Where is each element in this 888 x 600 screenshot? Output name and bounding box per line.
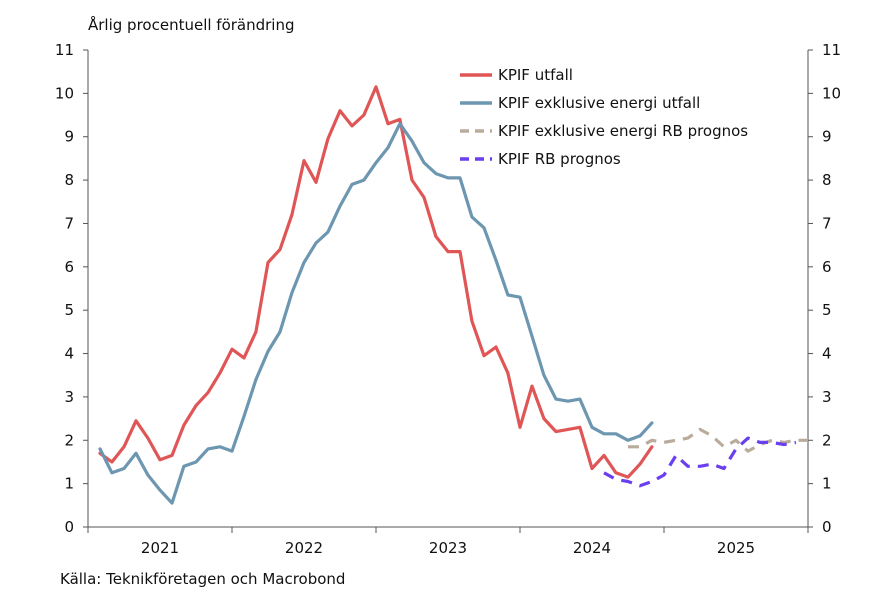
series-line-2 (98, 122, 654, 505)
y-tick-left-label: 6 (64, 258, 74, 276)
y-tick-right-label: 6 (822, 258, 832, 276)
series-lines (98, 85, 808, 505)
y-tick-left-label: 10 (55, 84, 74, 102)
legend: KPIF utfall KPIF exklusive energi utfall K… (460, 66, 748, 168)
y-tick-right-label: 1 (822, 475, 832, 493)
x-tick-label: 2023 (429, 539, 467, 557)
y-tick-right-label: 7 (822, 214, 832, 232)
y-tick-left-label: 0 (64, 518, 74, 536)
y-tick-right-label: 2 (822, 431, 832, 449)
y-tick-left-label: 8 (64, 171, 74, 189)
y-tick-right-label: 11 (822, 41, 841, 59)
y-tick-right-label: 10 (822, 84, 841, 102)
y-tick-right-label: 0 (822, 518, 832, 536)
y-tick-left-label: 2 (64, 431, 74, 449)
series-line-1 (98, 85, 654, 479)
legend-label-3: KPIF exklusive energi RB prognos (498, 122, 748, 140)
x-tick-label: 2025 (717, 539, 755, 557)
y-tick-right-label: 8 (822, 171, 832, 189)
x-tick-label: 2021 (141, 539, 179, 557)
x-tick-label: 2024 (573, 539, 611, 557)
y-tick-left-label: 4 (64, 345, 74, 363)
legend-label-2: KPIF exklusive energi utfall (498, 94, 700, 112)
y-tick-left-label: 9 (64, 128, 74, 146)
source-note: Källa: Teknikföretagen och Macrobond (60, 570, 345, 588)
y-tick-left-label: 5 (64, 301, 74, 319)
y-tick-left-label: 3 (64, 388, 74, 406)
legend-label-4: KPIF RB prognos (498, 150, 621, 168)
series-line-3 (628, 427, 808, 453)
x-tick-label: 2022 (285, 539, 323, 557)
y-tick-right-label: 5 (822, 301, 832, 319)
y-tick-left-label: 7 (64, 214, 74, 232)
legend-label-1: KPIF utfall (498, 66, 573, 84)
series-line-4 (603, 436, 797, 488)
y-tick-left-label: 1 (64, 475, 74, 493)
y-tick-right-label: 4 (822, 345, 832, 363)
y-tick-right-label: 9 (822, 128, 832, 146)
y-tick-right-label: 3 (822, 388, 832, 406)
y-axis-label: Årlig procentuell förändring (88, 15, 295, 34)
y-tick-left-label: 11 (55, 41, 74, 59)
